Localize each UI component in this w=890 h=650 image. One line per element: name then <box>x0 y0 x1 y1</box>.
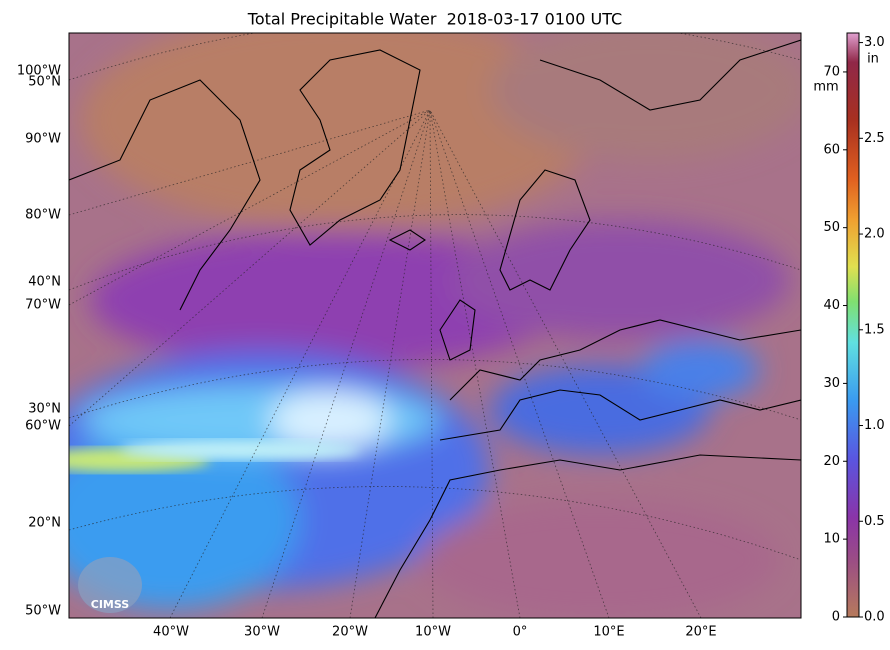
lon-label: 50°W <box>25 604 61 619</box>
map-frame <box>68 32 802 619</box>
colorbar-tick-label: 3.0 <box>864 35 885 50</box>
colorbar-tick-label: 0.5 <box>864 514 885 529</box>
logo-text: CIMSS <box>91 598 130 611</box>
lat-label: 50°N <box>28 75 61 90</box>
colorbar-tick-label: 10 <box>823 532 840 547</box>
lon-label: 10°W <box>415 625 451 640</box>
colorbar-tick-label: 30 <box>823 376 840 391</box>
colorbar-tick-label: 50 <box>823 220 840 235</box>
lon-label: 80°W <box>25 208 61 223</box>
lon-label: 70°W <box>25 298 61 313</box>
colorbar-unit-mm: mm <box>813 80 838 95</box>
lon-label: 20°W <box>332 625 368 640</box>
lon-label: 100°W <box>17 64 61 79</box>
colorbar-tick-label: 2.0 <box>864 227 885 242</box>
colorbar-tick-label: 0 <box>832 610 840 625</box>
colorbar-tick-label: 60 <box>823 142 840 157</box>
lat-label: 30°N <box>28 402 61 417</box>
lon-labels-bottom: 40°W 30°W 20°W 10°W 0° 10°E 20°E <box>153 625 717 640</box>
lon-label: 20°E <box>685 625 716 640</box>
lat-labels: 50°N 40°N 30°N 20°N <box>28 75 61 531</box>
title: Total Precipitable Water 2018-03-17 0100… <box>247 10 622 29</box>
colorbar-tick-label: 2.5 <box>864 131 885 146</box>
colorbar-tick-label: 1.0 <box>864 418 885 433</box>
lon-label: 0° <box>513 625 528 640</box>
colorbar: mm in 0 10 20 30 40 50 60 70 0.0 0.5 1.0 1.5 2.0 2.5 3… <box>813 32 885 625</box>
colorbar-scale <box>846 32 860 618</box>
colorbar-tick-label: 70 <box>823 64 840 79</box>
colorbar-tick-label: 20 <box>823 454 840 469</box>
colorbar-tick-label: 40 <box>823 298 840 313</box>
lat-label: 40°N <box>28 275 61 290</box>
colorbar-unit-in: in <box>867 52 879 67</box>
lon-label: 60°W <box>25 419 61 434</box>
lon-label: 40°W <box>153 625 189 640</box>
lon-label: 30°W <box>244 625 280 640</box>
colorbar-tick-label: 1.5 <box>864 322 885 337</box>
lon-label: 10°E <box>593 625 624 640</box>
lat-label: 20°N <box>28 516 61 531</box>
cimss-logo: CIMSS <box>78 557 142 613</box>
lon-labels-left: 100°W 90°W 80°W 70°W 60°W 50°W <box>17 64 61 619</box>
lon-label: 90°W <box>25 132 61 147</box>
colorbar-tick-label: 0.0 <box>864 610 885 625</box>
map: CIMSS <box>69 33 801 618</box>
